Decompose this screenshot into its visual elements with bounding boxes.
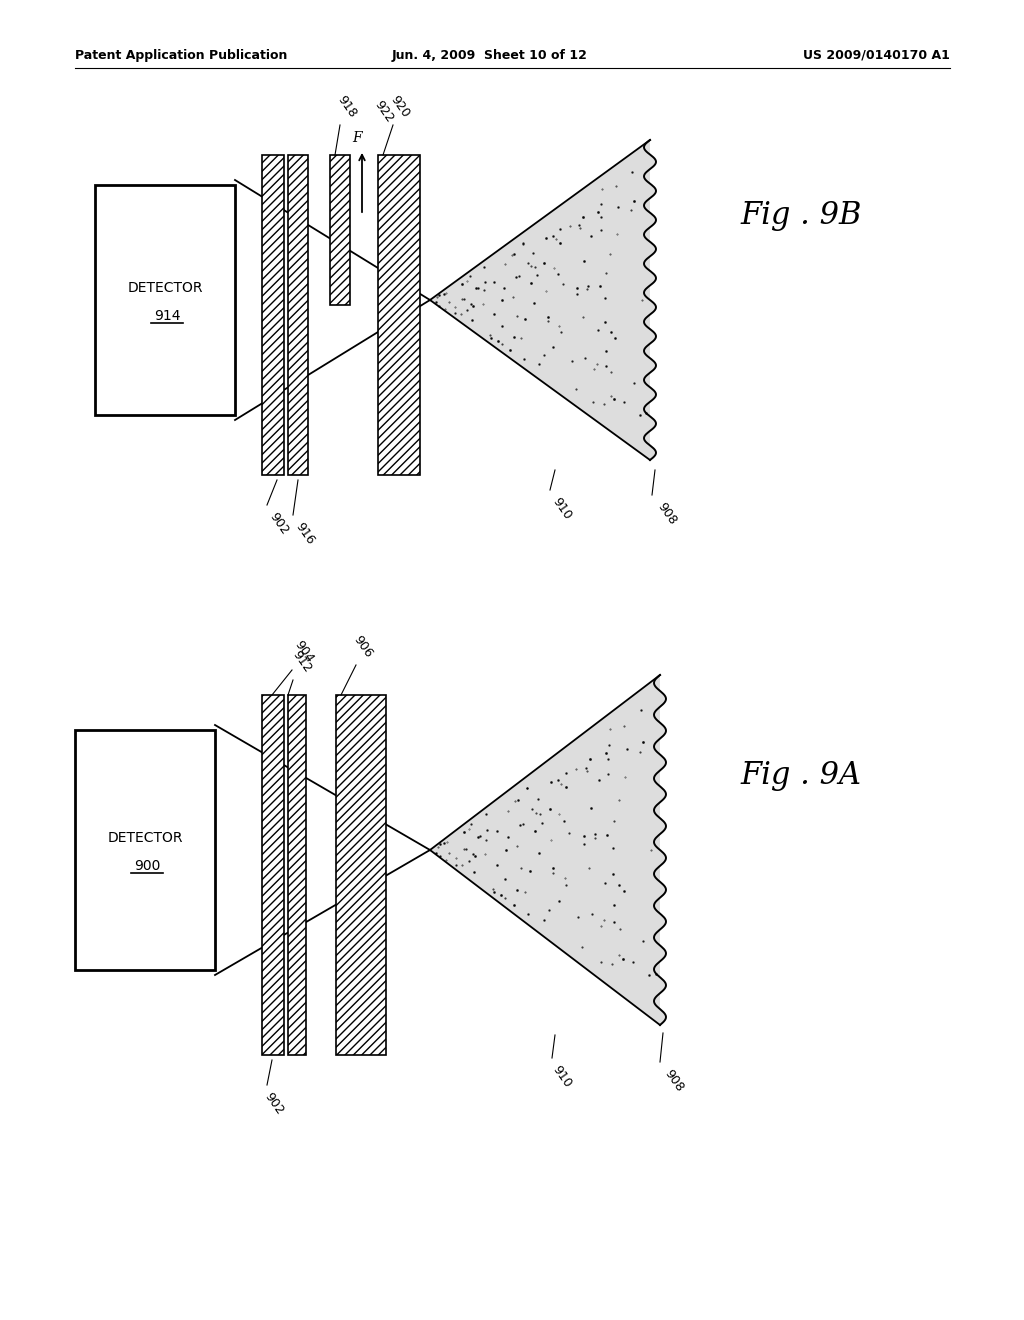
Text: DETECTOR: DETECTOR [108, 832, 182, 845]
Text: 922: 922 [372, 98, 396, 125]
Text: 918: 918 [335, 94, 359, 120]
Text: Patent Application Publication: Patent Application Publication [75, 49, 288, 62]
Text: Fig . 9B: Fig . 9B [740, 201, 861, 231]
Text: Fig . 9A: Fig . 9A [740, 760, 861, 791]
Text: 910: 910 [550, 495, 574, 521]
Text: 916: 916 [293, 520, 317, 546]
Text: 902: 902 [267, 510, 291, 537]
Bar [95, 185, 234, 414]
Text: F: F [352, 131, 361, 145]
Text: 910: 910 [550, 1063, 574, 1090]
Bar [288, 154, 308, 475]
Text: Jun. 4, 2009  Sheet 10 of 12: Jun. 4, 2009 Sheet 10 of 12 [392, 49, 588, 62]
Bar [262, 154, 284, 475]
Text: 902: 902 [262, 1090, 287, 1117]
Bar [288, 696, 306, 1055]
Text: DETECTOR: DETECTOR [127, 281, 203, 294]
Bar [262, 696, 284, 1055]
Text: 912: 912 [290, 648, 314, 675]
Bar [378, 154, 420, 475]
Text: 906: 906 [351, 634, 375, 660]
Text: 908: 908 [655, 500, 679, 527]
Text: US 2009/0140170 A1: US 2009/0140170 A1 [803, 49, 950, 62]
Polygon shape [430, 675, 666, 1026]
Text: 914: 914 [154, 309, 180, 323]
Text: 920: 920 [388, 94, 413, 120]
Bar [330, 154, 350, 305]
Polygon shape [430, 140, 656, 459]
Text: 904: 904 [292, 638, 316, 665]
Bar [336, 696, 386, 1055]
Text: 908: 908 [662, 1067, 686, 1094]
Bar [75, 730, 215, 970]
Text: 900: 900 [134, 859, 160, 873]
